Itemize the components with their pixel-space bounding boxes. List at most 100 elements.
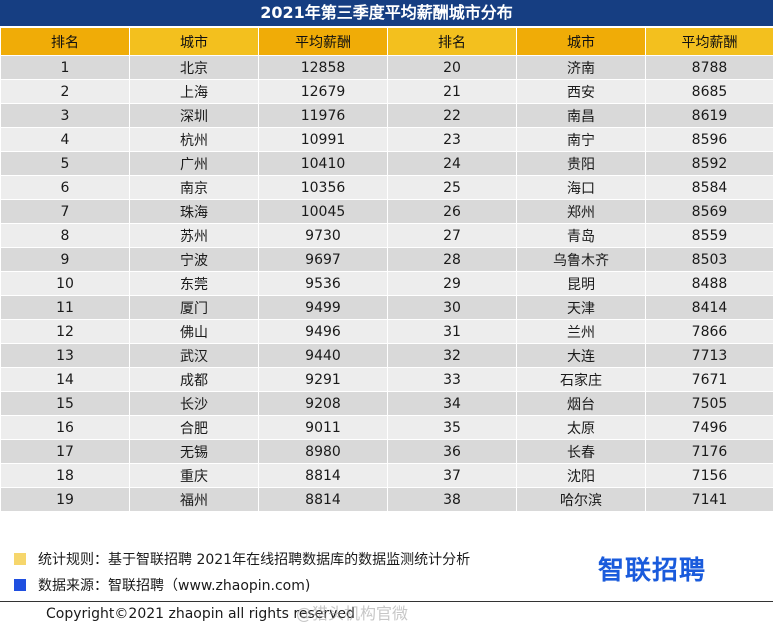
table-row: 17 无锡 8980 36 长春 7176 xyxy=(0,439,773,464)
rank-cell: 16 xyxy=(0,415,130,440)
salary-cell: 7505 xyxy=(645,391,773,416)
salary-cell: 12679 xyxy=(258,79,388,104)
rank-cell: 17 xyxy=(0,439,130,464)
table-row: 14 成都 9291 33 石家庄 7671 xyxy=(0,367,773,392)
city-cell: 天津 xyxy=(516,295,646,320)
salary-cell: 9011 xyxy=(258,415,388,440)
city-cell: 厦门 xyxy=(129,295,259,320)
table-row: 10 东莞 9536 29 昆明 8488 xyxy=(0,271,773,296)
salary-cell: 8596 xyxy=(645,127,773,152)
salary-cell: 9697 xyxy=(258,247,388,272)
city-cell: 宁波 xyxy=(129,247,259,272)
rank-cell: 31 xyxy=(387,319,517,344)
city-cell: 南宁 xyxy=(516,127,646,152)
column-header-city: 城市 xyxy=(516,27,646,56)
rank-cell: 18 xyxy=(0,463,130,488)
city-cell: 石家庄 xyxy=(516,367,646,392)
salary-cell: 9730 xyxy=(258,223,388,248)
rank-cell: 28 xyxy=(387,247,517,272)
city-cell: 深圳 xyxy=(129,103,259,128)
copyright-text: Copyright©2021 zhaopin all rights reserv… xyxy=(46,606,355,622)
salary-cell: 7496 xyxy=(645,415,773,440)
rank-cell: 33 xyxy=(387,367,517,392)
salary-cell: 9496 xyxy=(258,319,388,344)
rank-cell: 32 xyxy=(387,343,517,368)
table-row: 6 南京 10356 25 海口 8584 xyxy=(0,175,773,200)
city-cell: 乌鲁木齐 xyxy=(516,247,646,272)
rank-cell: 30 xyxy=(387,295,517,320)
salary-table: 排名 城市 平均薪酬 排名 城市 平均薪酬 1 北京 12858 20 济南 8788 2 上… xyxy=(0,27,773,512)
footer-divider xyxy=(0,601,773,602)
table-row: 4 杭州 10991 23 南宁 8596 xyxy=(0,127,773,152)
rank-cell: 19 xyxy=(0,487,130,512)
city-cell: 长沙 xyxy=(129,391,259,416)
rank-cell: 34 xyxy=(387,391,517,416)
column-header-city: 城市 xyxy=(129,27,259,56)
city-cell: 武汉 xyxy=(129,343,259,368)
table-row: 9 宁波 9697 28 乌鲁木齐 8503 xyxy=(0,247,773,272)
salary-cell: 8503 xyxy=(645,247,773,272)
city-cell: 贵阳 xyxy=(516,151,646,176)
rank-cell: 1 xyxy=(0,55,130,80)
rank-cell: 35 xyxy=(387,415,517,440)
rank-cell: 3 xyxy=(0,103,130,128)
city-cell: 佛山 xyxy=(129,319,259,344)
rank-cell: 38 xyxy=(387,487,517,512)
rank-cell: 37 xyxy=(387,463,517,488)
city-cell: 成都 xyxy=(129,367,259,392)
blue-square-icon xyxy=(14,579,26,591)
salary-cell: 10410 xyxy=(258,151,388,176)
statistics-rule-note: 统计规则：基于智联招聘 2021年在线招聘数据库的数据监测统计分析 xyxy=(14,550,470,570)
table-row: 3 深圳 11976 22 南昌 8619 xyxy=(0,103,773,128)
city-cell: 海口 xyxy=(516,175,646,200)
city-cell: 珠海 xyxy=(129,199,259,224)
statistics-rule-text: 统计规则：基于智联招聘 2021年在线招聘数据库的数据监测统计分析 xyxy=(38,552,471,568)
city-cell: 苏州 xyxy=(129,223,259,248)
salary-cell: 8685 xyxy=(645,79,773,104)
table-row: 5 广州 10410 24 贵阳 8592 xyxy=(0,151,773,176)
city-cell: 南昌 xyxy=(516,103,646,128)
city-cell: 郑州 xyxy=(516,199,646,224)
city-cell: 福州 xyxy=(129,487,259,512)
rank-cell: 7 xyxy=(0,199,130,224)
table-row: 2 上海 12679 21 西安 8685 xyxy=(0,79,773,104)
salary-cell: 8814 xyxy=(258,463,388,488)
salary-cell: 8414 xyxy=(645,295,773,320)
salary-cell: 8488 xyxy=(645,271,773,296)
table-row: 15 长沙 9208 34 烟台 7505 xyxy=(0,391,773,416)
city-cell: 杭州 xyxy=(129,127,259,152)
rank-cell: 10 xyxy=(0,271,130,296)
rank-cell: 4 xyxy=(0,127,130,152)
salary-cell: 9499 xyxy=(258,295,388,320)
salary-cell: 9208 xyxy=(258,391,388,416)
salary-cell: 8814 xyxy=(258,487,388,512)
city-cell: 青岛 xyxy=(516,223,646,248)
table-row: 18 重庆 8814 37 沈阳 7156 xyxy=(0,463,773,488)
city-cell: 无锡 xyxy=(129,439,259,464)
column-header-rank: 排名 xyxy=(0,27,130,56)
watermark-text: @猎头机构官微 xyxy=(296,604,409,623)
table-row: 16 合肥 9011 35 太原 7496 xyxy=(0,415,773,440)
city-cell: 重庆 xyxy=(129,463,259,488)
salary-cell: 9291 xyxy=(258,367,388,392)
salary-cell: 8619 xyxy=(645,103,773,128)
city-cell: 太原 xyxy=(516,415,646,440)
rank-cell: 14 xyxy=(0,367,130,392)
city-cell: 烟台 xyxy=(516,391,646,416)
salary-cell: 7156 xyxy=(645,463,773,488)
salary-cell: 8980 xyxy=(258,439,388,464)
city-cell: 大连 xyxy=(516,343,646,368)
rank-cell: 27 xyxy=(387,223,517,248)
rank-cell: 9 xyxy=(0,247,130,272)
city-cell: 西安 xyxy=(516,79,646,104)
salary-cell: 8569 xyxy=(645,199,773,224)
rank-cell: 13 xyxy=(0,343,130,368)
zhaopin-logo: 智联招聘 xyxy=(598,556,707,586)
city-cell: 南京 xyxy=(129,175,259,200)
salary-cell: 10045 xyxy=(258,199,388,224)
column-header-salary: 平均薪酬 xyxy=(258,27,388,56)
salary-cell: 9536 xyxy=(258,271,388,296)
salary-cell: 10991 xyxy=(258,127,388,152)
table-header-row: 排名 城市 平均薪酬 排名 城市 平均薪酬 xyxy=(0,27,773,56)
rank-cell: 20 xyxy=(387,55,517,80)
